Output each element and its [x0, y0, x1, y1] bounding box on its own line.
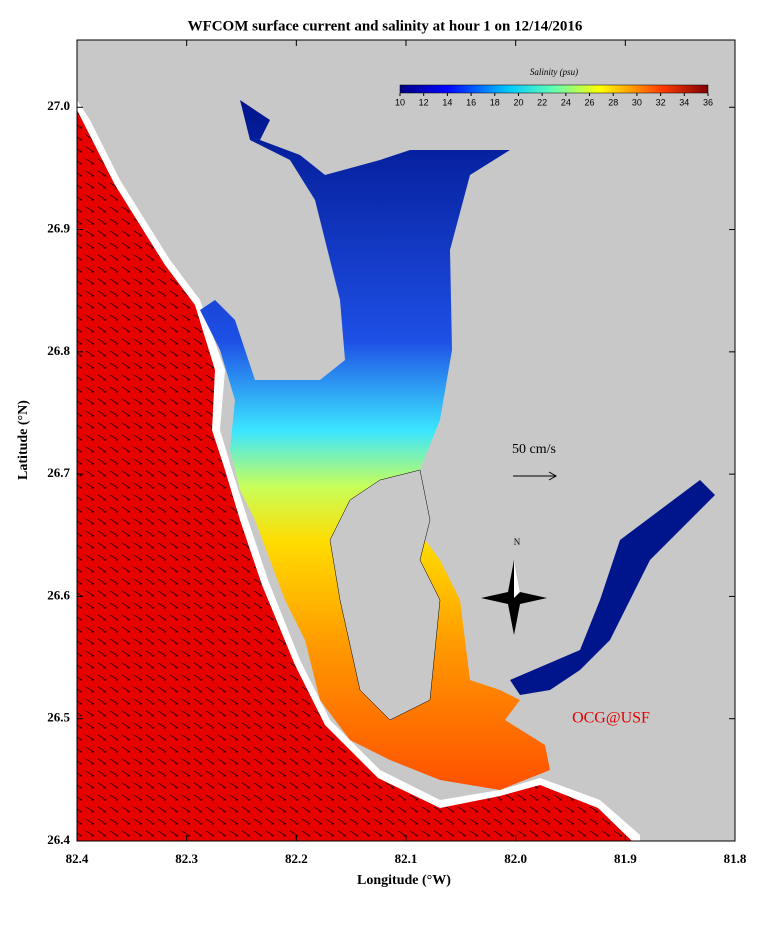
compass-highlight [514, 560, 520, 598]
colorbar [399, 84, 709, 94]
current-vectors [77, 110, 632, 841]
river-salinity [510, 480, 715, 695]
y-tick-label: 26.7 [47, 465, 70, 480]
y-tick-label: 26.4 [47, 832, 70, 847]
credit: OCG@USF [572, 710, 650, 727]
x-tick-label: 82.4 [66, 851, 89, 866]
colorbar-tick-label: 18 [490, 97, 500, 107]
colorbar-tick-label: 28 [608, 97, 618, 107]
title: WFCOM surface current and salinity at ho… [188, 18, 583, 34]
north-label: N [514, 537, 521, 547]
colorbar-tick-label: 30 [632, 97, 642, 107]
y-axis-label: Latitude (°N) [16, 400, 31, 480]
colorbar-tick-label: 32 [656, 97, 666, 107]
colorbar-label: Salinity (psu) [530, 67, 578, 77]
y-tick-label: 26.8 [47, 343, 70, 358]
y-tick-label: 27.0 [47, 98, 70, 113]
colorbar-tick-label: 20 [513, 97, 523, 107]
scale-label: 50 cm/s [512, 442, 556, 457]
map-area [77, 40, 735, 841]
colorbar-tick-label: 12 [419, 97, 429, 107]
x-tick-label: 82.0 [504, 851, 527, 866]
harbor-salinity [200, 100, 550, 790]
x-tick-label: 82.3 [175, 851, 198, 866]
colorbar-tick-label: 22 [537, 97, 547, 107]
y-tick-label: 26.5 [47, 710, 70, 725]
colorbar-tick-label: 16 [466, 97, 476, 107]
x-tick-label: 81.9 [614, 851, 637, 866]
x-axis-label: Longitude (°W) [357, 873, 451, 888]
colorbar-tick-label: 14 [442, 97, 452, 107]
x-tick-label: 81.8 [724, 851, 747, 866]
pine-island [329, 469, 441, 721]
colorbar-tick-label: 36 [703, 97, 713, 107]
x-tick-label: 82.2 [285, 851, 308, 866]
colorbar-tick-label: 10 [395, 97, 405, 107]
x-tick-label: 82.1 [395, 851, 418, 866]
scale-arrow-head [548, 471, 558, 481]
y-tick-label: 26.6 [47, 587, 70, 602]
colorbar-tick-label: 24 [561, 97, 571, 107]
colorbar-tick-label: 34 [679, 97, 689, 107]
colorbar-tick-label: 26 [585, 97, 595, 107]
y-tick-label: 26.9 [47, 221, 70, 236]
